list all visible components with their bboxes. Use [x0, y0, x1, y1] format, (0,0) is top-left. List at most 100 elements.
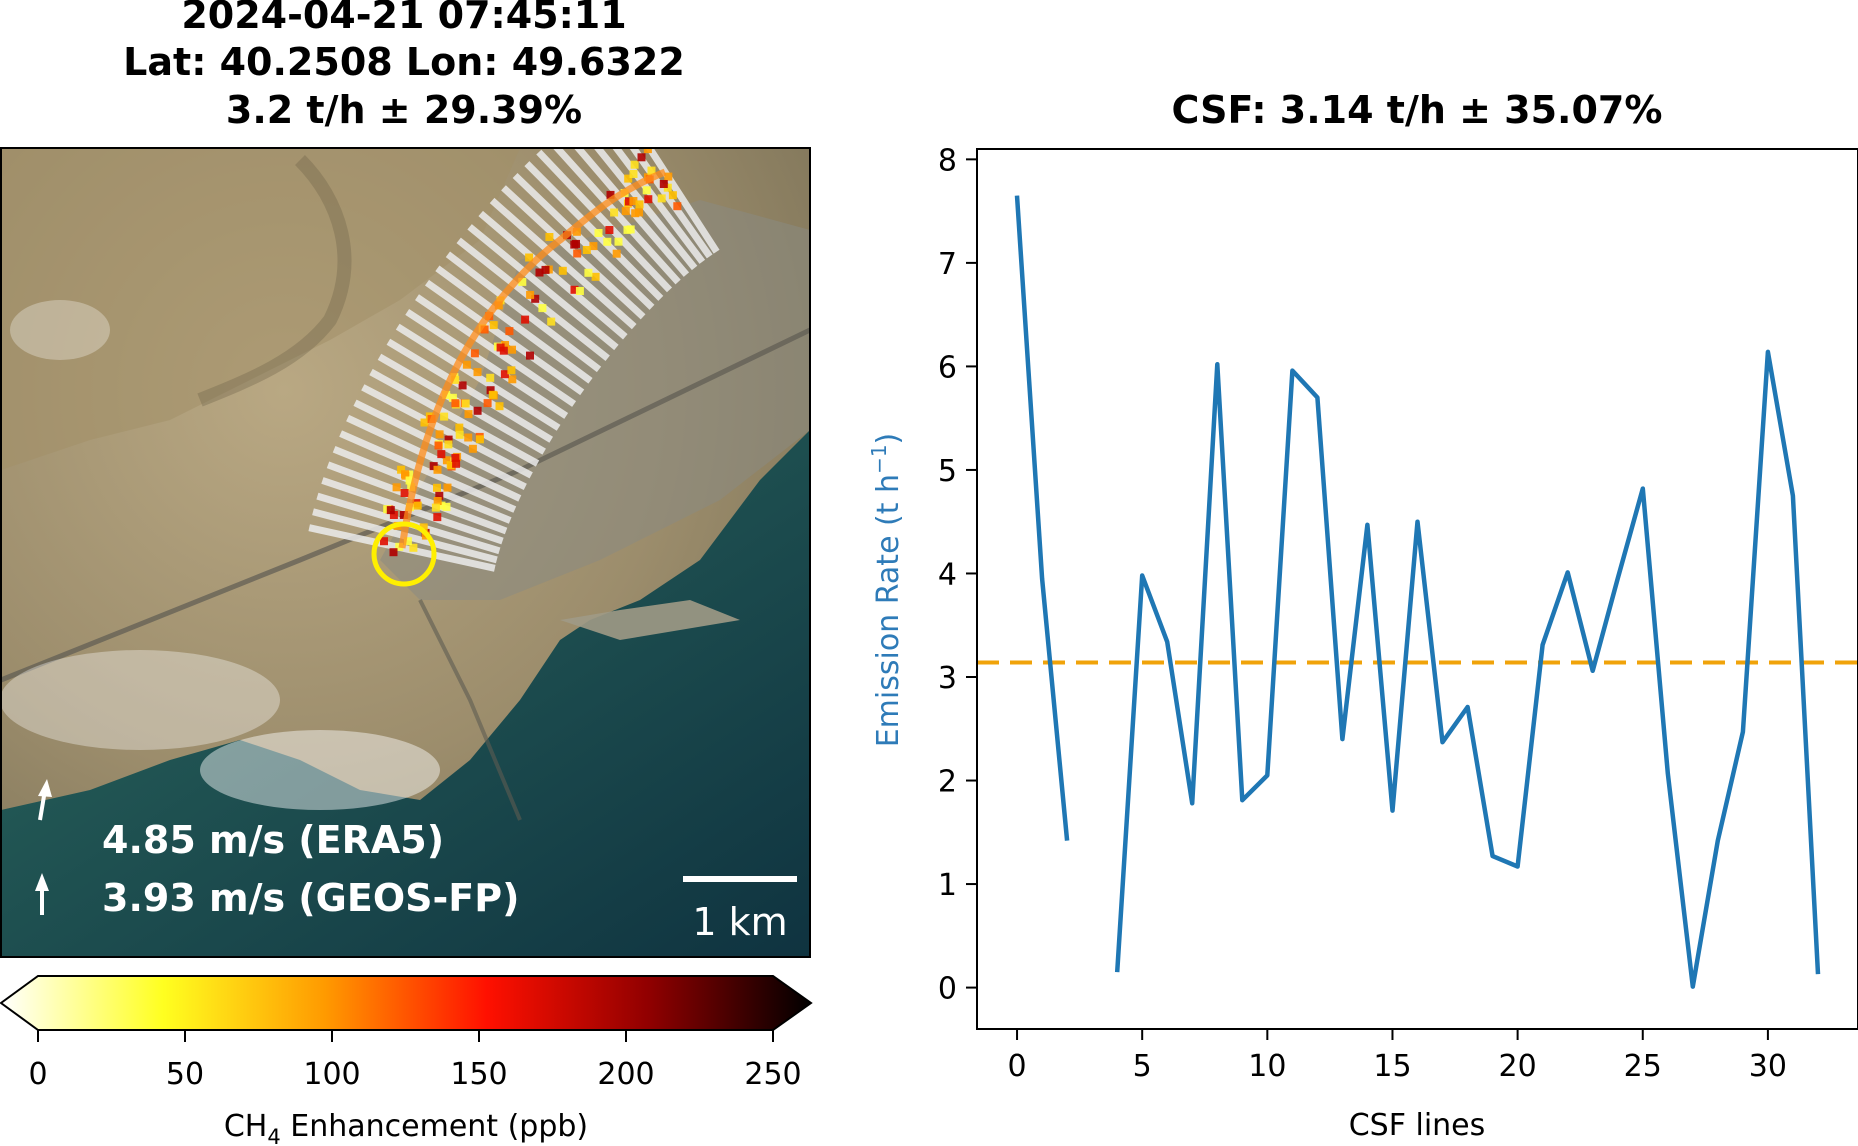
plume-pixel: [573, 249, 582, 258]
plume-pixel: [475, 435, 484, 444]
plume-pixel: [594, 229, 603, 237]
map-peninsula: [560, 600, 740, 640]
plume-pixel: [420, 418, 429, 427]
satellite-map: 4.85 m/s (ERA5) 3.93 m/s (GEOS-FP) 1 km: [1, 148, 810, 957]
csf-transect-line: [405, 308, 569, 419]
colorbar-tick-label: 0: [28, 1057, 47, 1092]
plume-pixel: [389, 548, 398, 557]
map-sea: [1, 430, 810, 957]
plume-pixel: [444, 435, 453, 444]
plume-pixel: [446, 461, 455, 470]
plume-pixel: [451, 399, 460, 408]
x-tick-label: 10: [1248, 1049, 1286, 1084]
plume-pixel: [629, 170, 638, 178]
plume-pixel: [462, 360, 471, 369]
plume-pixel: [444, 440, 453, 449]
csf-transect-line: [524, 161, 664, 301]
plume-pixel: [470, 349, 479, 358]
plume-pixel: [614, 237, 623, 246]
plume-pixel: [389, 511, 398, 519]
wind-arrow-era5: [38, 779, 52, 821]
plume-pixel: [606, 190, 615, 199]
title-emission: 3.2 t/h ± 29.39%: [226, 88, 582, 132]
x-tick-label: 15: [1373, 1049, 1411, 1084]
y-axis-label: Emission Rate (t h−1): [867, 433, 906, 748]
x-tick-label: 5: [1133, 1049, 1152, 1084]
plume-pixel: [495, 402, 504, 411]
csf-transect-line: [369, 368, 540, 467]
plume-pixel: [464, 410, 473, 419]
plume-pixel: [443, 483, 452, 492]
plume-pixel: [629, 197, 638, 205]
y-tick-label: 6: [938, 350, 957, 385]
plume-pixel: [673, 202, 682, 211]
plume-pixel: [642, 186, 651, 195]
csf-transect-line: [424, 279, 585, 396]
plume-pixel: [442, 502, 451, 511]
plume-pixel: [455, 430, 464, 439]
chart-title: CSF: 3.14 t/h ± 35.07%: [1172, 88, 1663, 132]
plume-pixel: [409, 543, 418, 552]
wind-label-geos: 3.93 m/s (GEOS-FP): [102, 876, 519, 920]
map-frame: [0, 147, 811, 958]
plume-pixel: [437, 501, 446, 510]
plume-pixel: [458, 381, 467, 390]
plume-pixel: [489, 321, 498, 330]
plume-pixel: [401, 471, 410, 480]
plume-pixel: [635, 200, 644, 209]
plume-pixel: [644, 195, 653, 204]
plume-pixel: [473, 368, 482, 377]
y-tick-label: 5: [938, 454, 957, 489]
title-latlon: Lat: 40.2508 Lon: 49.6322: [123, 40, 685, 84]
plume-pixel: [442, 456, 451, 465]
x-tick-label: 30: [1749, 1049, 1787, 1084]
plume-pixel: [464, 433, 473, 442]
plume-pixel: [433, 513, 442, 522]
colorbar: 0 50 100 150 200 250 CH4 Enhancement (ppb): [0, 975, 813, 1146]
colorbar-ticks: 0 50 100 150 200 250: [28, 1030, 802, 1092]
x-axis-label: CSF lines: [1349, 1108, 1486, 1143]
csf-transect-line: [326, 461, 508, 535]
colorbar-label: CH4 Enhancement (ppb): [224, 1109, 588, 1146]
plume-pixel: [541, 265, 550, 274]
plume-pixel: [455, 423, 464, 432]
map-road-2: [418, 599, 522, 821]
plume-pixel: [547, 317, 556, 326]
map-cloud-2: [200, 730, 440, 810]
plume-pixel: [434, 441, 443, 450]
plume-pixel: [570, 285, 579, 294]
plume-pixel: [612, 249, 621, 258]
plume-pixel: [488, 390, 497, 399]
y-tick-label: 8: [938, 143, 957, 178]
series-emission-rate: [1014, 195, 1821, 989]
plume-pixel: [518, 277, 527, 286]
plume-pixel: [433, 483, 441, 492]
y-tick-label: 1: [938, 868, 957, 903]
plume-pixel: [380, 537, 388, 546]
colorbar-tick-label: 200: [597, 1057, 654, 1092]
title-datetime: 2024-04-21 07:45:11: [181, 0, 626, 37]
plume-pixel: [625, 197, 633, 206]
plume-pixel: [386, 506, 395, 515]
plume-pixel: [500, 370, 509, 379]
csf-transect-line: [611, 148, 706, 264]
map-cloud-1: [1, 650, 280, 750]
plume-pixel: [657, 194, 666, 203]
plume-pixel: [575, 287, 584, 295]
csf-transect-line: [536, 149, 673, 293]
colorbar-tick-label: 50: [166, 1057, 204, 1092]
plume-pixel: [584, 268, 593, 277]
x-axis: 0 5 10 15 20 25 30: [1007, 1029, 1787, 1084]
plume-pixel: [637, 153, 646, 162]
plume-pixel: [525, 253, 534, 262]
plume-pixel: [538, 304, 547, 313]
scale-bar-label: 1 km: [692, 900, 787, 944]
plume-pixel: [610, 208, 619, 217]
csf-transect-line: [395, 323, 561, 431]
source-marker: [371, 521, 437, 587]
wind-arrow-geos: [35, 873, 49, 915]
plume-pixel: [521, 315, 530, 324]
plume-pixel: [451, 375, 460, 384]
plume-pixel: [435, 491, 444, 500]
plume-pixel: [621, 207, 630, 216]
